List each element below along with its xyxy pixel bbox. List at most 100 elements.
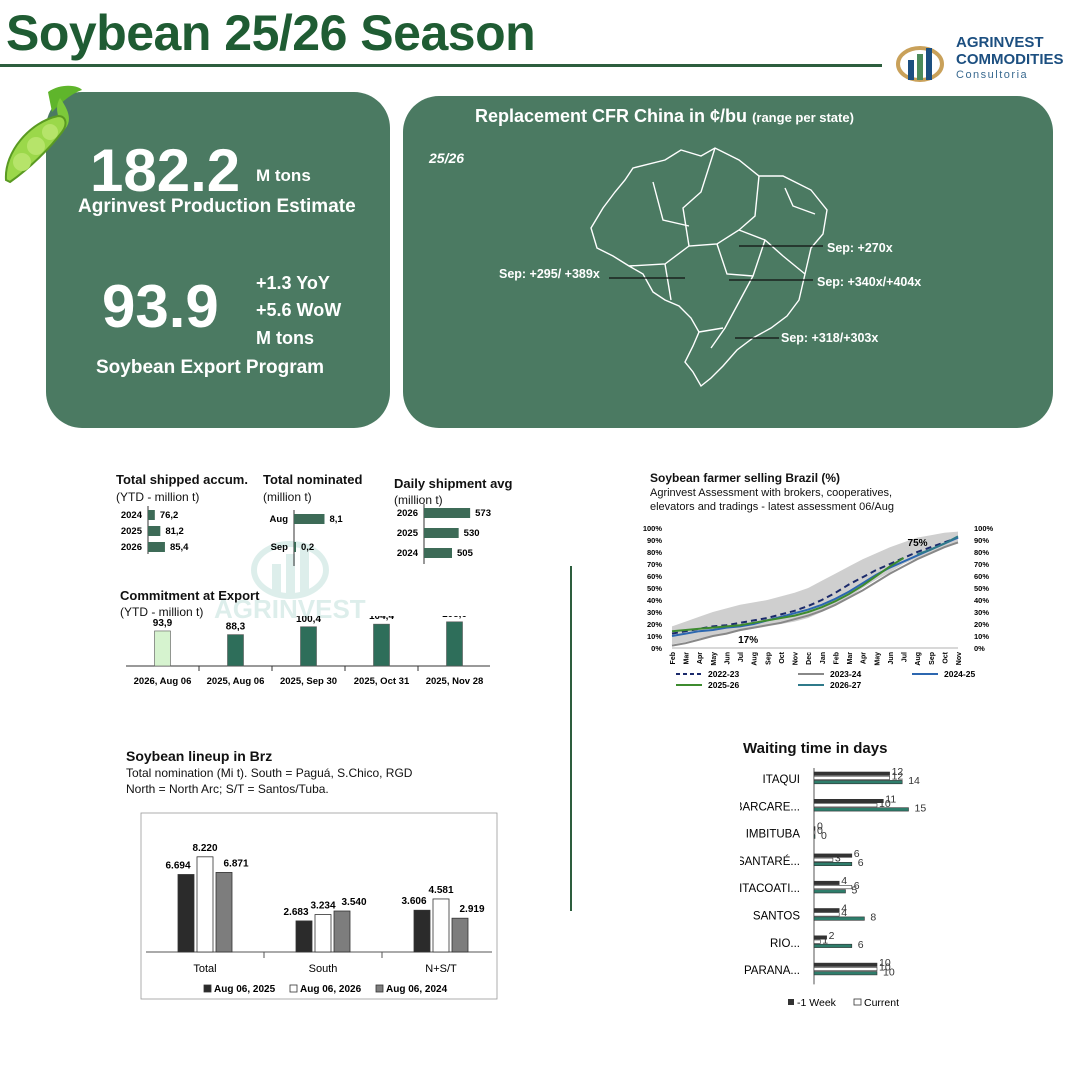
waiting-bar: [813, 908, 840, 913]
shipped-value-label: 76,2: [160, 510, 179, 521]
commitment-category-label: 2025, Aug 06: [207, 676, 265, 687]
waiting-bar: [813, 943, 853, 948]
commitment-bar: [373, 623, 390, 667]
commitment-category-label: 2026, Aug 06: [134, 676, 192, 687]
commitment-category-label: 2025, Oct 31: [354, 676, 410, 687]
waiting-value-label: 14: [908, 775, 920, 787]
selling-legend-label: 2024-25: [944, 669, 975, 679]
map-label-south: Sep: +318/+303x: [781, 331, 878, 345]
waiting-bar: [813, 826, 816, 831]
nominated-category-label: Aug: [270, 514, 289, 525]
selling-ytick-left: 10%: [647, 632, 662, 641]
selling-series-line: [671, 536, 959, 637]
nominated-category-label: Sep: [271, 542, 289, 553]
commitment-bar: [446, 621, 463, 667]
commitment-bar: [300, 626, 317, 667]
lineup-legend-label: Aug 06, 2026: [300, 984, 362, 995]
map-title-note: (range per state): [752, 110, 854, 125]
waiting-value-label: 12: [892, 771, 904, 783]
selling-xtick: Mar: [684, 652, 691, 665]
state-border-2: [682, 147, 716, 247]
lineup-bar: [314, 914, 332, 953]
selling-xtick: Feb: [833, 652, 840, 664]
nominated-bar: [294, 542, 296, 552]
waiting-bar: [813, 962, 878, 967]
waiting-value-label: 10: [879, 957, 891, 969]
lineup-bar: [295, 920, 313, 953]
daily-bar: [424, 508, 471, 518]
lineup-bar: [333, 910, 351, 953]
brazil-outline: [590, 147, 828, 388]
export-wow: +5.6 WoW: [256, 300, 342, 320]
shipped-value-label: 85,4: [170, 542, 189, 553]
waiting-value-label: 0: [821, 830, 827, 842]
soybean-pod-icon: [4, 85, 82, 184]
nominated-subtitle: (million t): [263, 490, 312, 504]
waiting-value-label: 12: [892, 766, 904, 778]
selling-xtick: Sep: [929, 652, 936, 665]
state-border-3: [738, 229, 806, 275]
production-unit: M tons: [256, 166, 311, 185]
lineup-category-label: Total: [193, 963, 216, 975]
selling-title: Soybean farmer selling Brazil (%): [650, 471, 841, 485]
lineup-bar: [196, 856, 214, 953]
waiting-bar: [813, 971, 878, 976]
lineup-category-label: N+S/T: [425, 963, 457, 975]
commitment-bar: [154, 630, 171, 667]
selling-xtick: Mar: [847, 652, 854, 665]
waiting-category-label: BARCARE...: [740, 801, 800, 813]
selling-xtick: Apr: [697, 652, 704, 664]
selling-xtick: Jan: [820, 652, 827, 664]
daily-bar: [424, 528, 459, 538]
selling-series-line: [671, 541, 959, 647]
shipped-chart: 2024 76,2 2025 81,2 2026 85,4: [121, 506, 189, 554]
daily-value-label: 573: [475, 508, 491, 519]
map-label-center-west: Sep: +295/ +389x: [499, 267, 600, 281]
vertical-divider: [570, 566, 572, 911]
selling-xtick: Jun: [724, 652, 731, 664]
commitment-subtitle: (YTD - million t): [120, 605, 204, 619]
export-yoy: +1.3 YoY: [256, 273, 330, 293]
selling-subtitle-1: Agrinvest Assessment with brokers, coope…: [650, 487, 893, 499]
logo-line-2: COMMODITIES: [956, 51, 1064, 68]
lineup-frame: [140, 812, 498, 1000]
lineup-value-label: 6.871: [223, 858, 248, 869]
waiting-category-label: RIO...: [770, 938, 800, 950]
lineup-bar: [451, 917, 469, 953]
map-card: Replacement CFR China in ¢/bu (range per…: [403, 96, 1053, 428]
waiting-bar: [813, 780, 903, 785]
waiting-value-label: 10: [879, 798, 891, 810]
state-border-9: [652, 181, 690, 227]
map-title: Replacement CFR China in ¢/bu (range per…: [475, 106, 854, 127]
waiting-value-label: 10: [879, 962, 891, 974]
lineup-value-label: 3.234: [310, 901, 335, 912]
daily-category-label: 2024: [397, 548, 419, 559]
waiting-value-label: 3: [835, 853, 841, 865]
lineup-value-label: 2.919: [459, 904, 484, 915]
waiting-title: Waiting time in days: [743, 740, 888, 757]
commitment-value-label: 100,4: [296, 616, 321, 625]
selling-ytick-right: 100%: [974, 524, 994, 533]
commitment-title: Commitment at Export: [120, 588, 260, 603]
selling-series-line: [671, 557, 905, 633]
waiting-value-label: 4: [841, 907, 847, 919]
waiting-bar: [813, 834, 816, 839]
lineup-bar: [432, 898, 450, 953]
selling-xtick: Dec: [806, 652, 813, 665]
commitment-chart: 93,9 2026, Aug 06 88,3 2025, Aug 06 100,4 202…: [126, 616, 490, 687]
selling-ytick-left: 0%: [651, 644, 662, 653]
shipped-category-label: 2025: [121, 526, 143, 537]
map-label-southeast: Sep: +340x/+404x: [817, 275, 921, 289]
waiting-value-label: 2: [829, 930, 835, 942]
waiting-bar: [813, 935, 827, 940]
selling-xtick: Oct: [779, 651, 786, 663]
waiting-category-label: SANTOS: [753, 911, 800, 923]
waiting-category-label: SANTARÉ...: [740, 855, 800, 868]
brazil-map: Sep: +270x Sep: +295/ +389x Sep: +340x/+…: [499, 147, 921, 388]
nominated-value-label: 0,2: [301, 542, 314, 553]
lineup-value-label: 3.606: [401, 896, 426, 907]
selling-xtick: Jul: [902, 652, 909, 662]
waiting-value-label: 8: [870, 912, 876, 924]
selling-callout-high: 75%: [908, 538, 928, 549]
shipped-subtitle: (YTD - million t): [116, 490, 200, 504]
